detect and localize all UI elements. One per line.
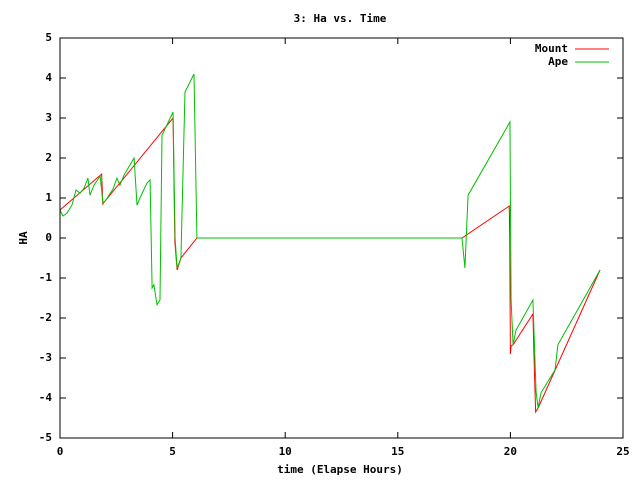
y-tick-label: 0 [45,231,52,244]
legend-label: Mount [535,42,568,55]
y-tick-label: -1 [39,271,53,284]
y-tick-label: 1 [45,191,52,204]
y-tick-label: 3 [45,111,52,124]
x-tick-label: 5 [169,445,176,458]
x-tick-label: 20 [504,445,517,458]
chart-title: 3: Ha vs. Time [294,12,387,25]
y-tick-label: -2 [39,311,52,324]
y-tick-label: -4 [39,391,53,404]
x-tick-label: 25 [616,445,629,458]
x-tick-label: 10 [279,445,292,458]
x-tick-label: 15 [391,445,404,458]
series-line [59,116,601,414]
y-tick-label: 2 [45,151,52,164]
x-tick-label: 0 [57,445,64,458]
legend-label: Ape [548,55,568,68]
y-tick-label: -3 [39,351,52,364]
x-axis-label: time (Elapse Hours) [277,463,403,476]
plot-border [59,37,624,439]
y-axis-label: HA [17,231,30,245]
series-line [59,73,601,409]
y-tick-label: 5 [45,31,52,44]
y-tick-label: -5 [39,431,52,444]
y-tick-label: 4 [45,71,52,84]
